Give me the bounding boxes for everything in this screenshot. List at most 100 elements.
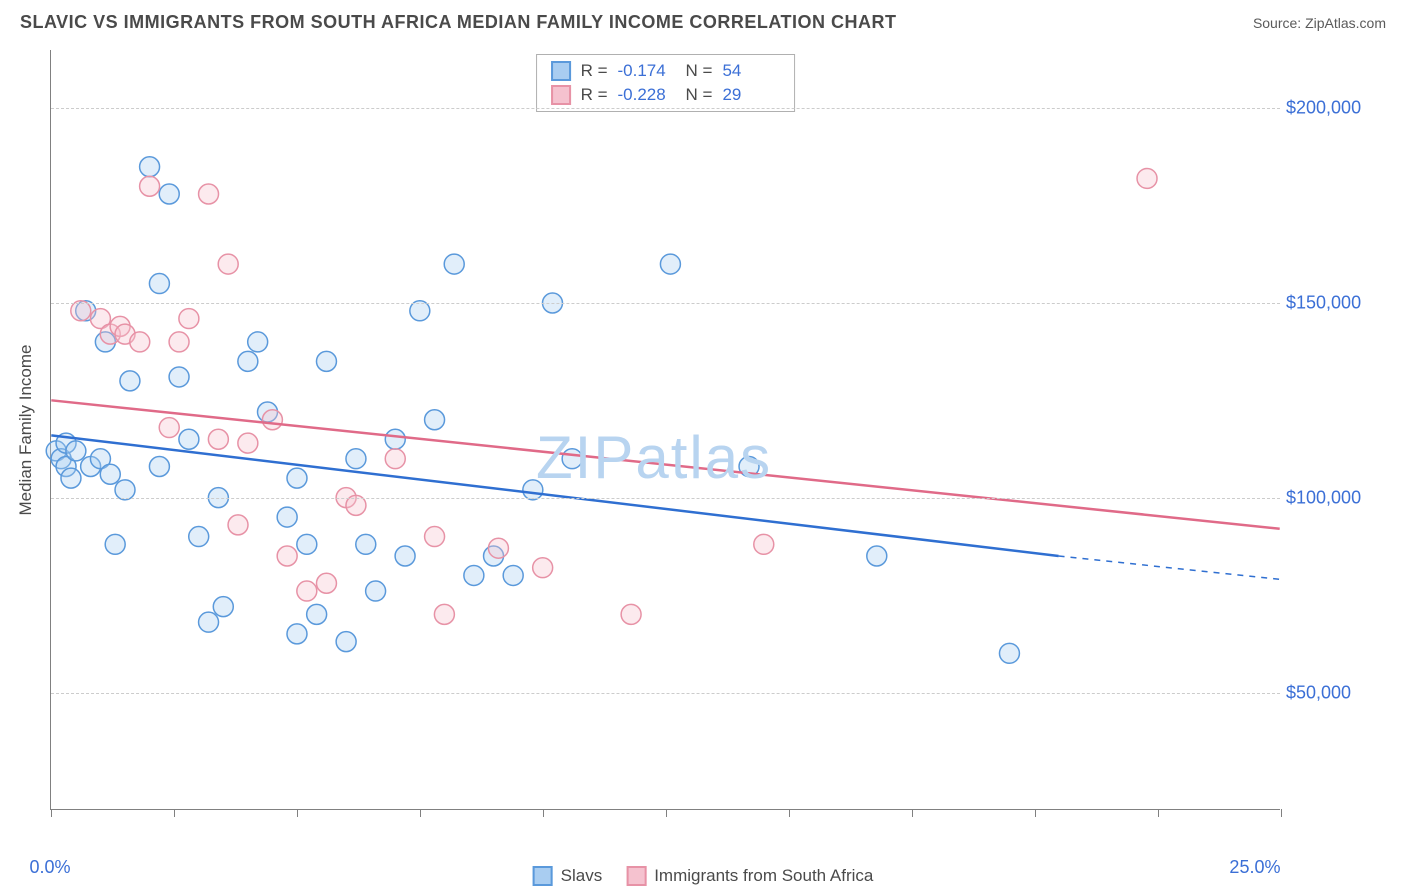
scatter-point-slavs	[999, 643, 1019, 663]
scatter-point-slavs	[366, 581, 386, 601]
scatter-point-slavs	[115, 480, 135, 500]
scatter-point-sa	[488, 538, 508, 558]
x-tick-label-left: 0.0%	[29, 857, 70, 878]
scatter-point-slavs	[287, 468, 307, 488]
scatter-point-slavs	[562, 449, 582, 469]
legend-swatch	[533, 866, 553, 886]
scatter-point-sa	[159, 418, 179, 438]
scatter-point-slavs	[346, 449, 366, 469]
scatter-point-slavs	[149, 456, 169, 476]
y-tick-label: $200,000	[1286, 98, 1396, 119]
stats-legend-row: R = -0.228 N = 29	[551, 85, 781, 105]
scatter-point-slavs	[523, 480, 543, 500]
scatter-point-sa	[228, 515, 248, 535]
x-tick	[666, 809, 667, 817]
scatter-point-sa	[169, 332, 189, 352]
scatter-point-sa	[277, 546, 297, 566]
x-tick	[912, 809, 913, 817]
scatter-point-slavs	[316, 351, 336, 371]
scatter-point-slavs	[100, 464, 120, 484]
scatter-point-slavs	[61, 468, 81, 488]
scatter-point-slavs	[287, 624, 307, 644]
scatter-point-sa	[199, 184, 219, 204]
n-label: N =	[686, 85, 713, 105]
scatter-svg	[51, 50, 1280, 809]
x-tick	[1035, 809, 1036, 817]
scatter-point-slavs	[199, 612, 219, 632]
scatter-point-slavs	[105, 534, 125, 554]
y-tick-label: $150,000	[1286, 293, 1396, 314]
chart-plot-area: ZIPatlas R =-0.174N =54R =-0.228N =29 $5…	[50, 50, 1280, 810]
scatter-point-slavs	[213, 597, 233, 617]
scatter-point-slavs	[120, 371, 140, 391]
legend-item: Slavs	[533, 866, 603, 886]
r-value: -0.174	[618, 61, 676, 81]
source-attribution: Source: ZipAtlas.com	[1253, 15, 1386, 31]
scatter-point-slavs	[297, 534, 317, 554]
scatter-point-sa	[218, 254, 238, 274]
x-tick	[174, 809, 175, 817]
gridline-h	[51, 498, 1280, 499]
scatter-point-slavs	[189, 527, 209, 547]
scatter-point-sa	[1137, 168, 1157, 188]
scatter-point-sa	[621, 604, 641, 624]
r-label: R =	[581, 61, 608, 81]
scatter-point-slavs	[277, 507, 297, 527]
scatter-point-sa	[179, 309, 199, 329]
scatter-point-slavs	[444, 254, 464, 274]
scatter-point-sa	[385, 449, 405, 469]
scatter-point-slavs	[66, 441, 86, 461]
r-label: R =	[581, 85, 608, 105]
scatter-point-sa	[208, 429, 228, 449]
scatter-point-slavs	[464, 565, 484, 585]
scatter-point-sa	[262, 410, 282, 430]
scatter-point-slavs	[395, 546, 415, 566]
scatter-point-sa	[316, 573, 336, 593]
scatter-point-slavs	[503, 565, 523, 585]
scatter-point-sa	[140, 176, 160, 196]
legend-swatch	[551, 85, 571, 105]
legend-label: Immigrants from South Africa	[654, 866, 873, 886]
n-label: N =	[686, 61, 713, 81]
y-axis-label: Median Family Income	[16, 344, 36, 515]
trend-line-dash-slavs	[1059, 556, 1280, 579]
scatter-point-slavs	[149, 274, 169, 294]
legend-swatch	[551, 61, 571, 81]
x-tick	[543, 809, 544, 817]
scatter-point-slavs	[169, 367, 189, 387]
r-value: -0.228	[618, 85, 676, 105]
scatter-point-slavs	[660, 254, 680, 274]
stats-legend-row: R = -0.174 N = 54	[551, 61, 781, 81]
gridline-h	[51, 303, 1280, 304]
x-tick-label-right: 25.0%	[1229, 857, 1280, 878]
scatter-point-sa	[130, 332, 150, 352]
scatter-point-slavs	[356, 534, 376, 554]
scatter-point-sa	[297, 581, 317, 601]
legend-item: Immigrants from South Africa	[626, 866, 873, 886]
scatter-point-slavs	[385, 429, 405, 449]
y-tick-label: $50,000	[1286, 683, 1396, 704]
scatter-point-sa	[434, 604, 454, 624]
scatter-point-slavs	[425, 410, 445, 430]
scatter-point-slavs	[867, 546, 887, 566]
legend-swatch	[626, 866, 646, 886]
scatter-point-slavs	[336, 632, 356, 652]
scatter-point-sa	[425, 527, 445, 547]
scatter-point-sa	[533, 558, 553, 578]
chart-title: SLAVIC VS IMMIGRANTS FROM SOUTH AFRICA M…	[20, 12, 897, 33]
gridline-h	[51, 108, 1280, 109]
x-tick	[789, 809, 790, 817]
scatter-point-sa	[238, 433, 258, 453]
scatter-point-slavs	[238, 351, 258, 371]
scatter-point-slavs	[307, 604, 327, 624]
scatter-point-slavs	[248, 332, 268, 352]
scatter-point-slavs	[179, 429, 199, 449]
series-legend: Slavs Immigrants from South Africa	[533, 866, 874, 886]
scatter-point-slavs	[140, 157, 160, 177]
n-value: 54	[722, 61, 780, 81]
stats-legend: R = -0.174 N = 54 R = -0.228 N = 29	[536, 54, 796, 112]
x-tick	[420, 809, 421, 817]
n-value: 29	[722, 85, 780, 105]
y-tick-label: $100,000	[1286, 488, 1396, 509]
x-tick	[51, 809, 52, 817]
